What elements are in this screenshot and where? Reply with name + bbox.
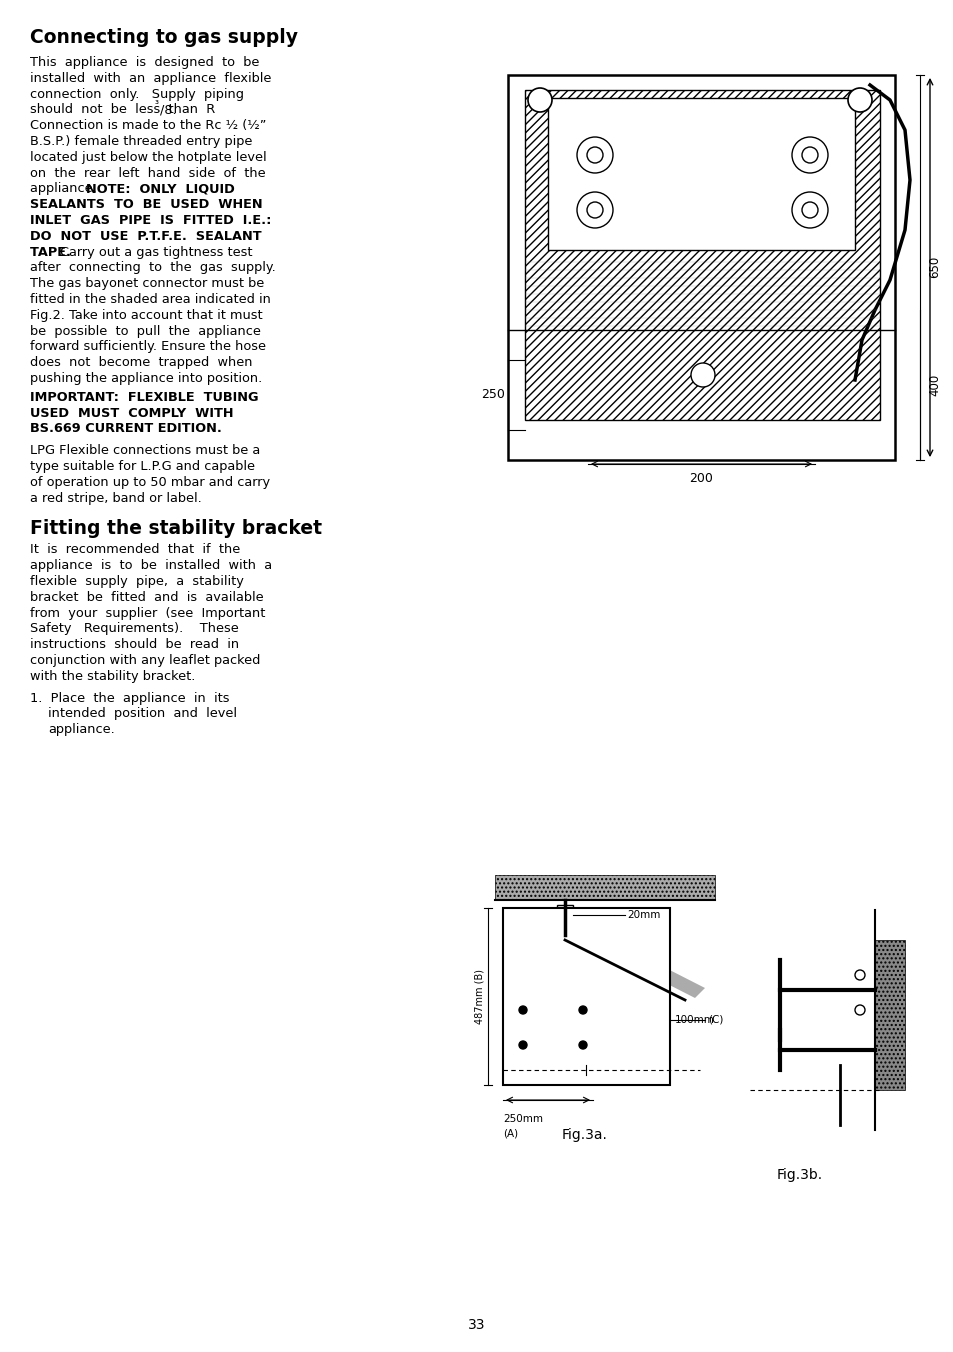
Circle shape [518, 1041, 526, 1049]
Text: pushing the appliance into position.: pushing the appliance into position. [30, 372, 262, 385]
Circle shape [518, 1006, 526, 1014]
Text: SEALANTS  TO  BE  USED  WHEN: SEALANTS TO BE USED WHEN [30, 199, 262, 211]
Text: located just below the hotplate level: located just below the hotplate level [30, 151, 266, 164]
Text: of operation up to 50 mbar and carry: of operation up to 50 mbar and carry [30, 476, 270, 489]
Text: Fitting the stability bracket: Fitting the stability bracket [30, 519, 322, 538]
Text: 487mm (B): 487mm (B) [475, 968, 484, 1023]
Text: 650: 650 [927, 256, 940, 279]
Text: a red stripe, band or label.: a red stripe, band or label. [30, 492, 201, 504]
Text: appliance  is  to  be  installed  with  a: appliance is to be installed with a [30, 560, 272, 572]
Circle shape [527, 88, 552, 112]
Text: Carry out a gas tightness test: Carry out a gas tightness test [60, 246, 253, 258]
Bar [507, 74, 894, 460]
Text: instructions  should  be  read  in: instructions should be read in [30, 638, 239, 652]
Circle shape [791, 137, 827, 173]
Text: 200: 200 [688, 472, 712, 485]
Text: IMPORTANT:  FLEXIBLE  TUBING: IMPORTANT: FLEXIBLE TUBING [30, 391, 258, 404]
Text: Fig.3a.: Fig.3a. [561, 1128, 607, 1142]
Text: (A): (A) [502, 1128, 517, 1138]
Text: Connection is made to the Rc ½ (½”: Connection is made to the Rc ½ (½” [30, 119, 266, 132]
Circle shape [847, 88, 871, 112]
Circle shape [586, 201, 602, 218]
Text: 1.  Place  the  appliance  in  its: 1. Place the appliance in its [30, 692, 230, 704]
Text: It  is  recommended  that  if  the: It is recommended that if the [30, 544, 240, 557]
Text: INLET  GAS  PIPE  IS  FITTED  I.E.:: INLET GAS PIPE IS FITTED I.E.: [30, 214, 271, 227]
Text: conjunction with any leaflet packed: conjunction with any leaflet packed [30, 654, 260, 667]
Text: forward sufficiently. Ensure the hose: forward sufficiently. Ensure the hose [30, 341, 266, 353]
Text: after  connecting  to  the  gas  supply.: after connecting to the gas supply. [30, 261, 275, 274]
Text: 250mm: 250mm [502, 1114, 542, 1124]
Text: The gas bayonet connector must be: The gas bayonet connector must be [30, 277, 264, 291]
Text: This  appliance  is  designed  to  be: This appliance is designed to be [30, 55, 259, 69]
Bar [547, 97, 854, 250]
Text: does  not  become  trapped  when: does not become trapped when [30, 356, 253, 369]
Circle shape [801, 201, 817, 218]
Text: B.S.P.) female threaded entry pipe: B.S.P.) female threaded entry pipe [30, 135, 253, 147]
Text: Fig.3b.: Fig.3b. [776, 1168, 822, 1182]
Circle shape [854, 1005, 864, 1015]
Text: from  your  supplier  (see  Important: from your supplier (see Important [30, 607, 265, 619]
Circle shape [577, 137, 613, 173]
Circle shape [801, 147, 817, 164]
Text: DO  NOT  USE  P.T.F.E.  SEALANT: DO NOT USE P.T.F.E. SEALANT [30, 230, 261, 243]
Text: ³: ³ [154, 100, 159, 111]
Text: 33: 33 [468, 1318, 485, 1332]
Bar [557, 904, 573, 936]
Text: /8.: /8. [160, 103, 176, 116]
Text: on  the  rear  left  hand  side  of  the: on the rear left hand side of the [30, 166, 265, 180]
Text: Fig.2. Take into account that it must: Fig.2. Take into account that it must [30, 308, 262, 322]
Circle shape [578, 1041, 586, 1049]
Text: TAPE.: TAPE. [30, 246, 80, 258]
Text: with the stability bracket.: with the stability bracket. [30, 669, 195, 683]
Text: Safety   Requirements).    These: Safety Requirements). These [30, 622, 238, 635]
Bar [524, 91, 879, 420]
Polygon shape [584, 932, 704, 998]
Circle shape [690, 362, 714, 387]
Text: bracket  be  fitted  and  is  available: bracket be fitted and is available [30, 591, 263, 604]
Bar [502, 909, 669, 1086]
Text: 20mm: 20mm [626, 910, 659, 919]
Text: appliance.: appliance. [48, 723, 114, 737]
Text: appliance.: appliance. [30, 183, 105, 196]
Circle shape [854, 969, 864, 980]
Circle shape [586, 147, 602, 164]
Text: intended  position  and  level: intended position and level [48, 707, 236, 721]
Bar [495, 875, 714, 900]
Text: 250: 250 [480, 388, 504, 402]
Text: installed  with  an  appliance  flexible: installed with an appliance flexible [30, 72, 271, 85]
Text: fitted in the shaded area indicated in: fitted in the shaded area indicated in [30, 293, 271, 306]
Text: LPG Flexible connections must be a: LPG Flexible connections must be a [30, 445, 260, 457]
Text: be  possible  to  pull  the  appliance: be possible to pull the appliance [30, 324, 260, 338]
Text: type suitable for L.P.G and capable: type suitable for L.P.G and capable [30, 460, 254, 473]
Text: 400: 400 [927, 375, 940, 396]
Text: (C): (C) [707, 1015, 722, 1025]
Circle shape [577, 192, 613, 228]
Circle shape [578, 1006, 586, 1014]
Text: Connecting to gas supply: Connecting to gas supply [30, 28, 297, 47]
Text: NOTE:  ONLY  LIQUID: NOTE: ONLY LIQUID [86, 183, 234, 196]
Text: 100mm: 100mm [675, 1015, 714, 1025]
Text: connection  only.   Supply  piping: connection only. Supply piping [30, 88, 244, 100]
Bar [874, 940, 904, 1090]
Text: should  not  be  less  than  R: should not be less than R [30, 103, 215, 116]
Text: USED  MUST  COMPLY  WITH: USED MUST COMPLY WITH [30, 407, 233, 419]
Circle shape [555, 910, 575, 930]
Text: flexible  supply  pipe,  a  stability: flexible supply pipe, a stability [30, 575, 244, 588]
Text: BS.669 CURRENT EDITION.: BS.669 CURRENT EDITION. [30, 422, 222, 435]
Circle shape [791, 192, 827, 228]
